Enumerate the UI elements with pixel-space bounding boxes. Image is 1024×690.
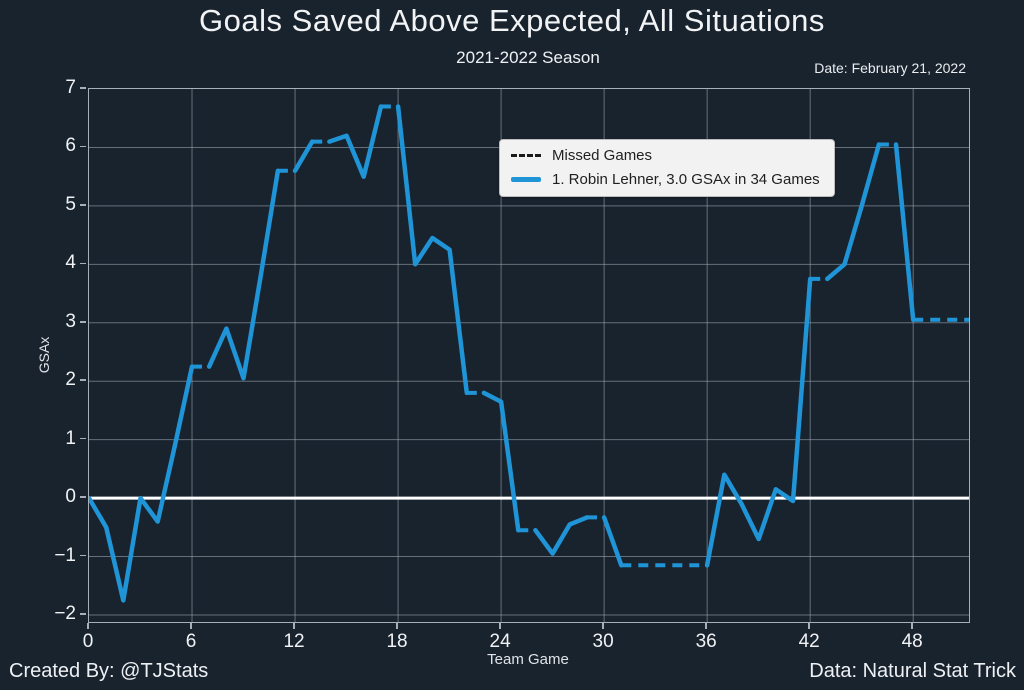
y-tick-label: 6 <box>65 135 76 157</box>
y-axis-label: GSAx <box>36 336 52 374</box>
chart-canvas <box>89 89 969 622</box>
series-line-robin-lehner <box>89 104 916 603</box>
y-tick <box>80 437 86 440</box>
x-tick <box>87 623 89 629</box>
footer-credit: Created By: @TJStats <box>9 660 209 682</box>
x-tick <box>293 623 295 629</box>
x-tick-label: 36 <box>695 631 717 652</box>
y-tick <box>80 613 86 615</box>
y-tick-label: 7 <box>65 77 76 98</box>
x-tick-label: 12 <box>283 631 305 652</box>
y-tick <box>80 321 86 323</box>
x-tick <box>911 623 913 629</box>
solid-line-icon <box>511 177 541 182</box>
x-axis-label: Team Game <box>487 651 569 668</box>
x-tick <box>190 623 192 629</box>
x-tick-label: 18 <box>386 631 408 652</box>
legend: Missed Games 1. Robin Lehner, 3.0 GSAx i… <box>499 139 835 197</box>
x-tick-label: 0 <box>82 631 94 652</box>
y-tick <box>80 554 86 557</box>
legend-item-robin-lehner: 1. Robin Lehner, 3.0 GSAx in 34 Games <box>511 171 820 188</box>
y-tick-label: 3 <box>65 310 76 332</box>
footer-data-source: Data: Natural Stat Trick <box>809 660 1016 682</box>
y-tick <box>80 87 86 89</box>
x-tick-label: 48 <box>901 631 923 652</box>
y-tick-label: −1 <box>54 544 76 566</box>
x-tick <box>396 623 398 629</box>
legend-label: Missed Games <box>552 147 653 164</box>
y-tick-label: −2 <box>54 602 76 624</box>
y-tick <box>80 379 86 381</box>
x-tick-label: 6 <box>185 631 197 652</box>
dashed-line-icon <box>511 154 541 157</box>
y-tick-label: 1 <box>65 427 76 449</box>
x-tick-label: 30 <box>592 631 614 652</box>
x-tick-label: 42 <box>798 631 820 652</box>
legend-label: 1. Robin Lehner, 3.0 GSAx in 34 Games <box>552 171 820 188</box>
y-tick <box>80 204 86 206</box>
y-tick <box>80 262 86 265</box>
y-tick <box>80 496 86 498</box>
y-tick-label: 5 <box>65 193 76 215</box>
x-tick-label: 24 <box>489 631 511 652</box>
legend-item-missed-games: Missed Games <box>511 147 820 164</box>
plot-area: Missed Games 1. Robin Lehner, 3.0 GSAx i… <box>88 88 970 623</box>
x-tick <box>808 623 810 629</box>
x-tick <box>602 623 604 629</box>
x-tick <box>499 623 501 629</box>
chart-subtitle: 2021-2022 Season <box>456 48 600 67</box>
y-tick-label: 0 <box>65 486 76 508</box>
series-line-missed-games <box>192 104 969 568</box>
y-tick-label: 4 <box>65 252 76 274</box>
y-tick <box>80 145 86 148</box>
page-title: Goals Saved Above Expected, All Situatio… <box>199 3 825 38</box>
x-tick <box>705 623 707 629</box>
date-label: Date: February 21, 2022 <box>814 60 966 76</box>
y-tick-label: 2 <box>65 369 76 391</box>
